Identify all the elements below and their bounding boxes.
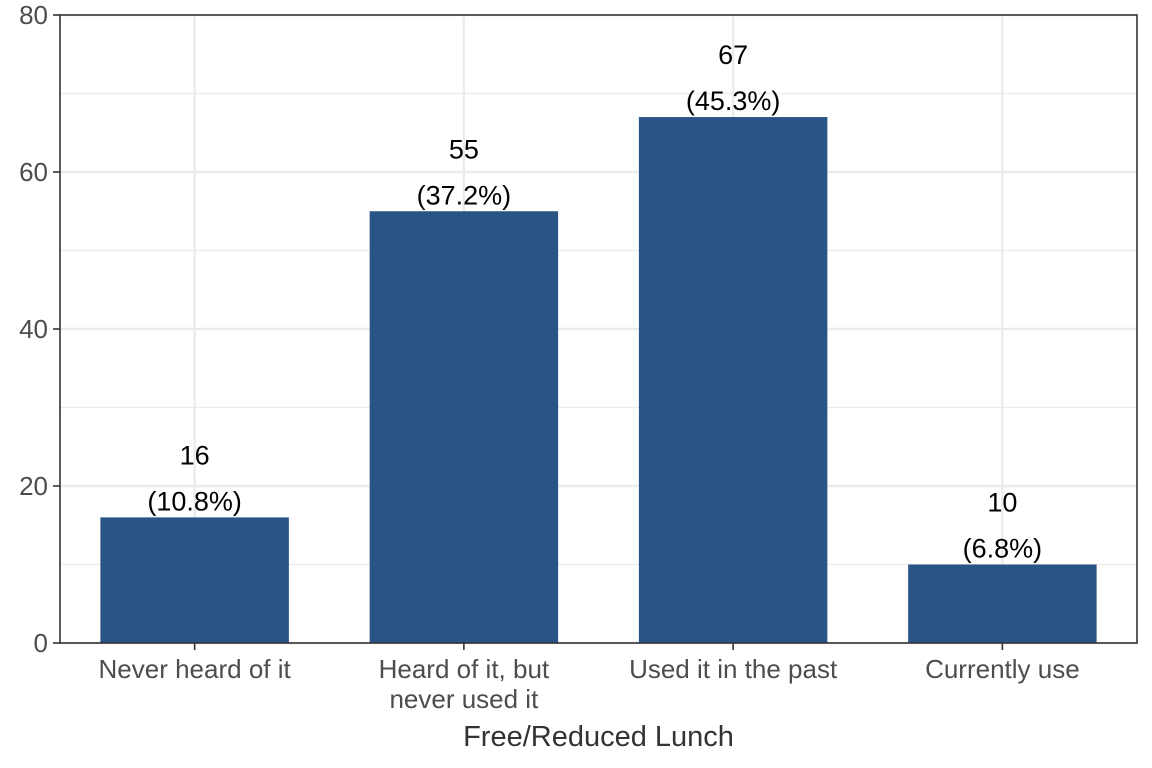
y-tick-label: 60: [19, 157, 48, 187]
data-label-count: 55: [449, 134, 479, 164]
y-axis: 0 20 40 60 80: [19, 0, 60, 658]
data-label-percent: (6.8%): [963, 534, 1043, 564]
x-tick-label: Never heard of it: [99, 654, 292, 684]
data-labels: 16 (10.8%) 55 (37.2%) 67 (45.3%) 10 (6.8%): [147, 40, 1042, 563]
x-axis-title: Free/Reduced Lunch: [463, 721, 734, 753]
data-label-count: 67: [718, 40, 748, 70]
bar: [908, 564, 1097, 643]
data-label-count: 10: [987, 488, 1017, 518]
data-label-percent: (10.8%): [147, 486, 242, 516]
y-tick-label: 0: [34, 628, 48, 658]
y-tick-label: 80: [19, 0, 48, 30]
bar: [100, 517, 289, 643]
data-label-count: 16: [180, 440, 210, 470]
y-tick-label: 40: [19, 314, 48, 344]
bars: [100, 117, 1097, 644]
data-label-percent: (37.2%): [417, 180, 512, 210]
bar: [369, 211, 559, 643]
x-tick-label: Currently use: [925, 654, 1080, 684]
bar: [638, 117, 828, 644]
x-axis: Never heard of it Heard of it, but never u…: [99, 643, 1080, 714]
x-tick-label: Heard of it, but never used it: [379, 654, 550, 714]
y-tick-label: 20: [19, 471, 48, 501]
data-label-percent: (45.3%): [686, 86, 781, 116]
x-tick-label: Used it in the past: [629, 654, 838, 684]
